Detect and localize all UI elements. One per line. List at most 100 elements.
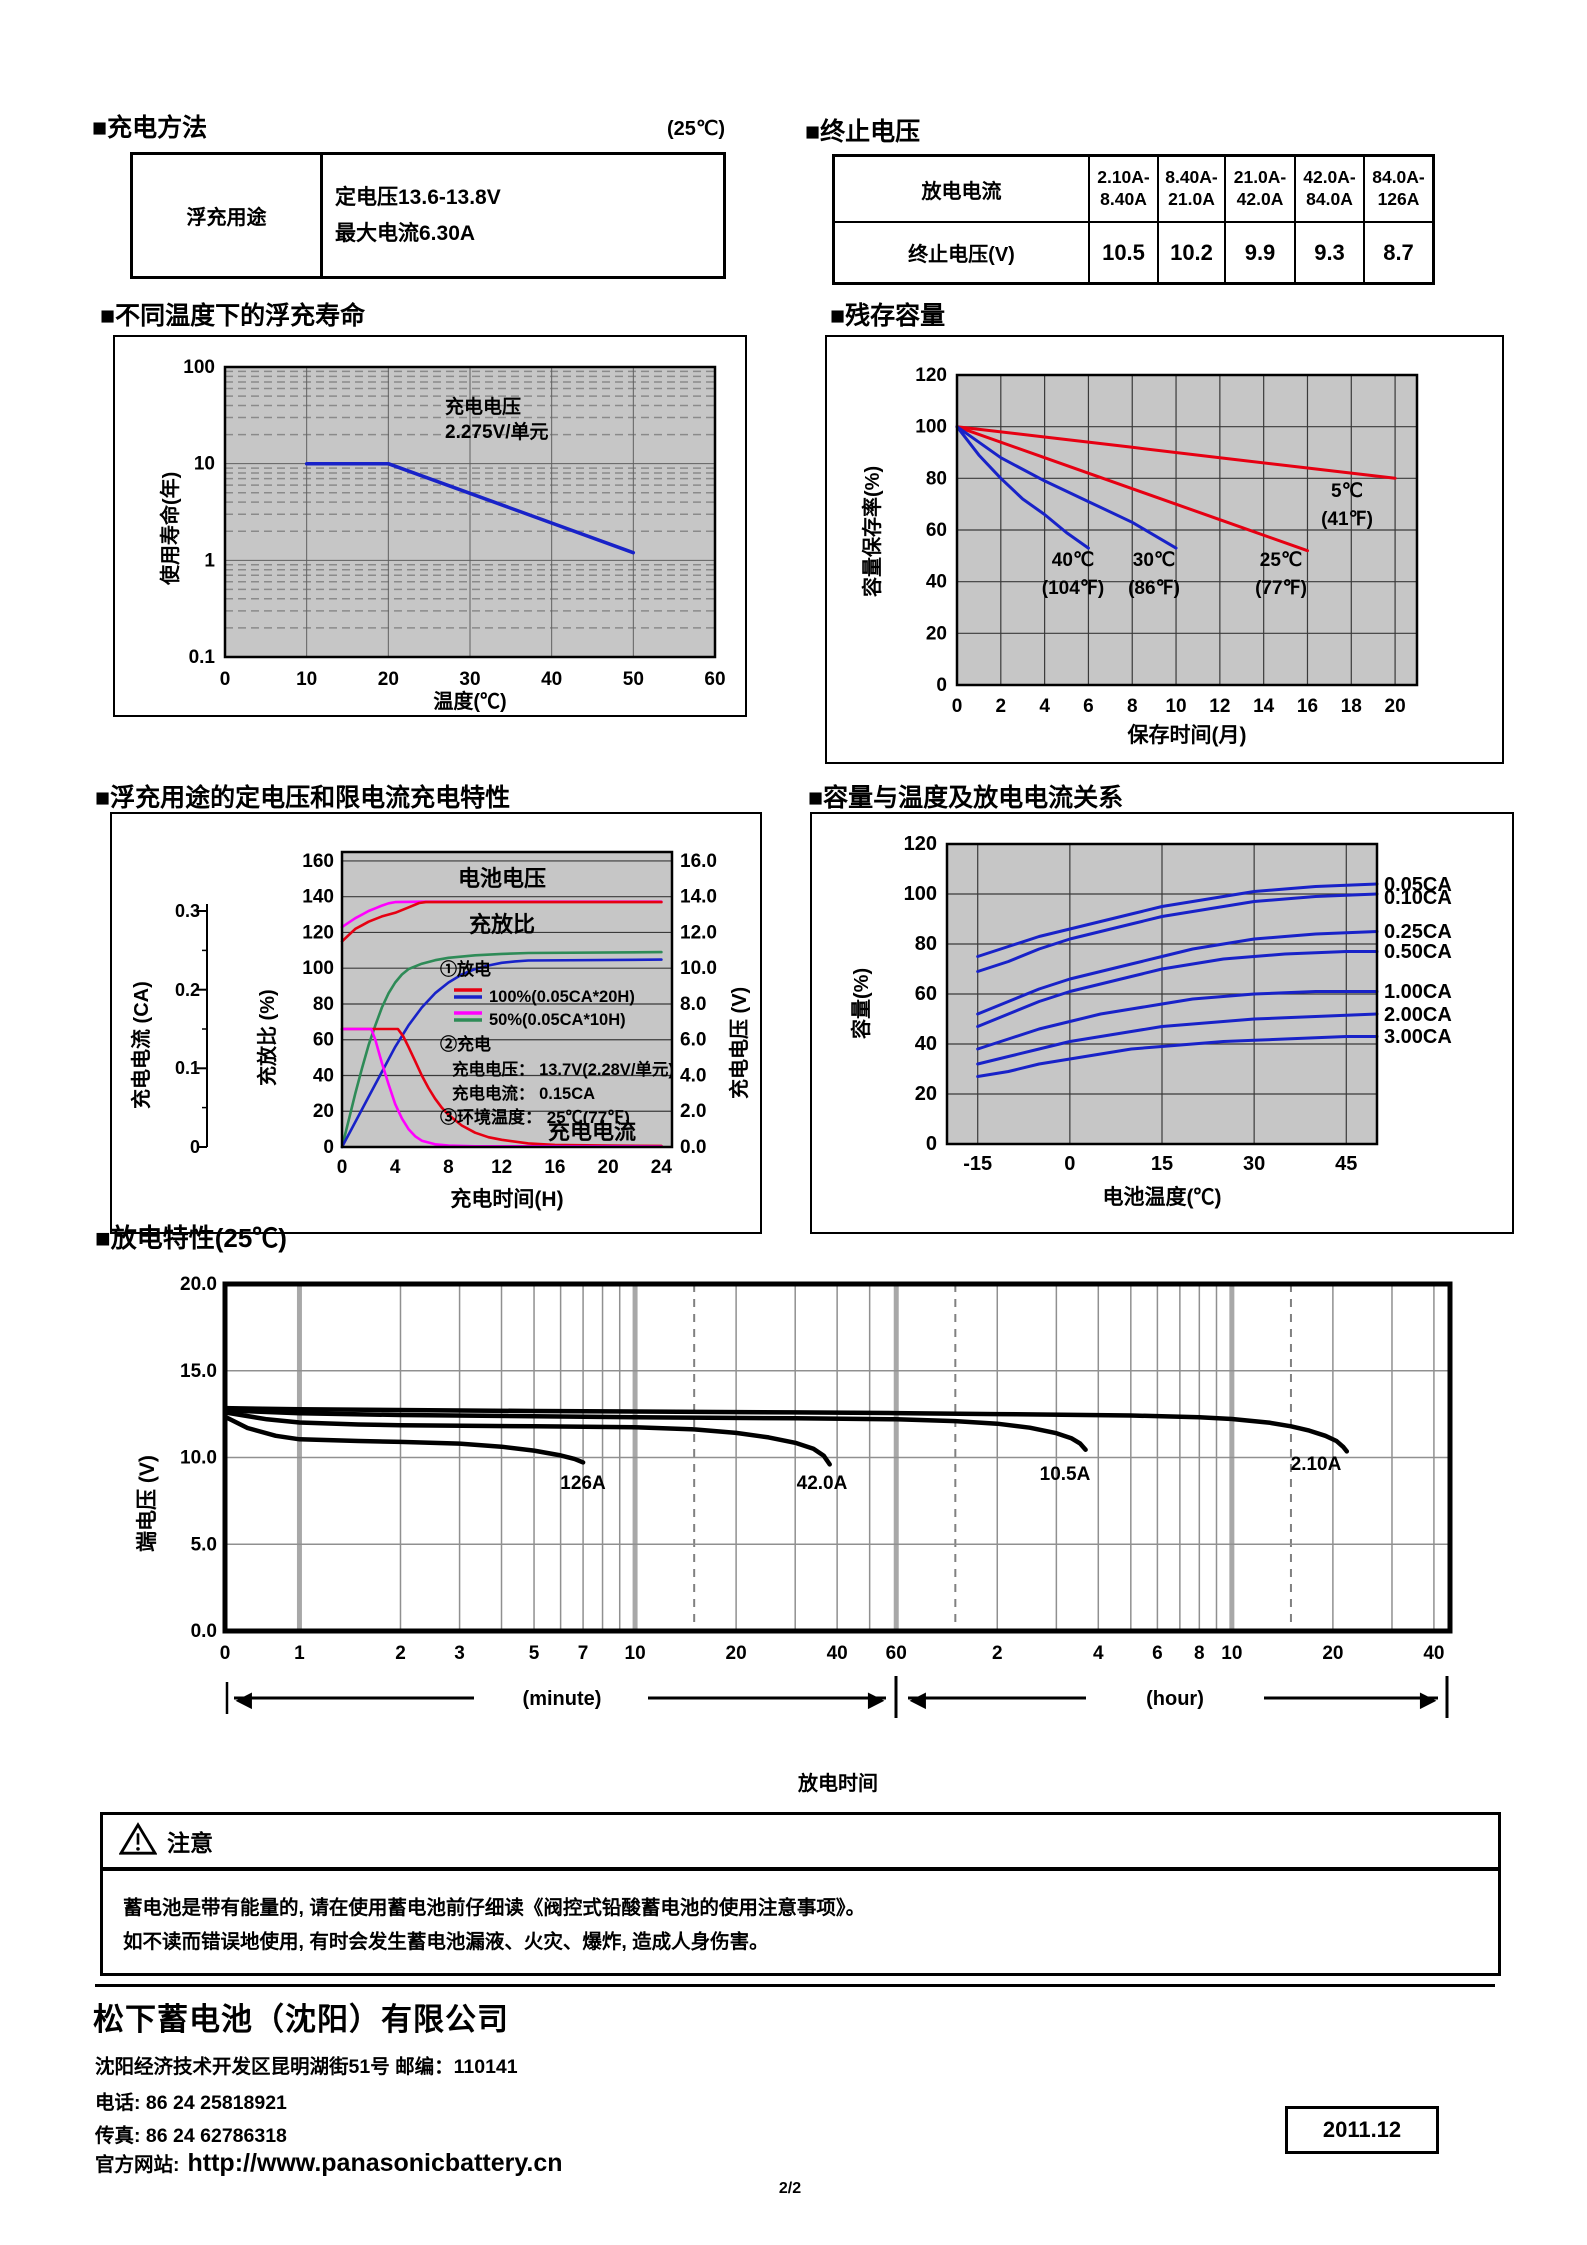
svg-text:20: 20: [726, 1643, 747, 1664]
svg-text:3.00CA: 3.00CA: [1384, 1026, 1452, 1048]
website-label: 官方网站:: [95, 2154, 180, 2176]
svg-text:10: 10: [296, 669, 317, 690]
svg-text:电池电压: 电池电压: [458, 866, 546, 891]
svg-text:0.1: 0.1: [189, 647, 216, 668]
svg-text:30: 30: [459, 669, 480, 690]
svg-text:0.05CA: 0.05CA: [1384, 874, 1452, 896]
svg-text:电池温度(℃): 电池温度(℃): [1103, 1185, 1222, 1209]
cutoff-value: 9.9: [1224, 221, 1294, 282]
svg-text:126A: 126A: [560, 1473, 606, 1494]
svg-text:80: 80: [926, 468, 947, 489]
svg-text:14: 14: [1253, 696, 1275, 717]
discharge-title: ■放电特性(25℃): [95, 1223, 287, 1253]
svg-text:80: 80: [915, 933, 937, 955]
svg-text:10.5A: 10.5A: [1040, 1464, 1091, 1485]
svg-text:120: 120: [302, 922, 334, 943]
svg-text:(41℉): (41℉): [1321, 509, 1373, 530]
svg-text:8: 8: [1194, 1643, 1205, 1664]
svg-text:8.0: 8.0: [680, 994, 706, 1015]
svg-text:45: 45: [1335, 1153, 1357, 1175]
cutoff-col-header: 8.40A- 21.0A: [1157, 157, 1224, 221]
svg-text:100: 100: [915, 417, 947, 438]
svg-text:100%(0.05CA*20H): 100%(0.05CA*20H): [489, 988, 635, 1006]
svg-text:18: 18: [1341, 696, 1362, 717]
svg-text:充电电流 (CA): 充电电流 (CA): [129, 981, 153, 1109]
svg-text:10: 10: [625, 1643, 646, 1664]
cutoff-current-label: 放电电流: [921, 180, 1002, 203]
svg-text:20: 20: [598, 1157, 619, 1178]
cutoff-value: 9.3: [1294, 221, 1363, 282]
svg-text:①放电: ①放电: [440, 959, 491, 979]
svg-text:0: 0: [926, 1133, 937, 1155]
svg-text:60: 60: [313, 1030, 334, 1051]
float-life-chart: 0 10 20 30 40 50 60 100 10 1 0.1 充电电压2.275V/单元使用寿命(…: [113, 335, 747, 717]
svg-text:30: 30: [1243, 1153, 1265, 1175]
svg-text:60: 60: [926, 520, 947, 541]
svg-text:(77℉): (77℉): [1255, 578, 1307, 599]
svg-text:-15: -15: [963, 1153, 992, 1175]
svg-text:14.0: 14.0: [680, 887, 717, 908]
svg-text:60: 60: [886, 1643, 907, 1664]
svg-text:25℃: 25℃: [1260, 550, 1302, 571]
svg-text:0.25CA: 0.25CA: [1384, 921, 1452, 943]
svg-text:80: 80: [313, 994, 334, 1015]
svg-text:20: 20: [915, 1083, 937, 1105]
charging-method-table: 浮充用途 定电压13.6-13.8V 最大电流6.30A: [130, 152, 726, 279]
svg-text:12: 12: [1209, 696, 1230, 717]
svg-text:充电电压： 13.7V(2.28V/单元): 充电电压： 13.7V(2.28V/单元): [452, 1059, 674, 1079]
caution-title: 注意: [167, 1830, 213, 1856]
company-website: 官方网站: http://www.panasonicbattery.cn: [95, 2148, 563, 2178]
svg-text:放电时间: 放电时间: [797, 1771, 878, 1795]
svg-text:40: 40: [827, 1643, 848, 1664]
svg-text:充电电压: 充电电压: [445, 395, 521, 418]
svg-text:6: 6: [1152, 1643, 1163, 1664]
svg-text:10.0: 10.0: [180, 1448, 217, 1469]
svg-text:12: 12: [491, 1157, 512, 1178]
svg-text:充电电流： 0.15CA: 充电电流： 0.15CA: [452, 1083, 595, 1103]
svg-text:42.0A: 42.0A: [797, 1473, 848, 1494]
website-url: http://www.panasonicbattery.cn: [187, 2149, 563, 2177]
svg-text:◀: ◀: [909, 1689, 926, 1711]
svg-text:4: 4: [1039, 696, 1050, 717]
charge-characteristics-title: ■浮充用途的定电压和限电流充电特性: [95, 784, 511, 812]
svg-text:40: 40: [926, 572, 947, 593]
svg-text:15.0: 15.0: [180, 1361, 217, 1382]
svg-text:15: 15: [1151, 1153, 1173, 1175]
charging-spec-cell: 定电压13.6-13.8V 最大电流6.30A: [320, 155, 723, 276]
svg-text:10: 10: [1221, 1643, 1242, 1664]
svg-text:10.0: 10.0: [680, 958, 717, 979]
svg-text:6: 6: [1083, 696, 1094, 717]
footer-divider: [95, 1984, 1495, 1987]
svg-text:容量保存率(%): 容量保存率(%): [860, 466, 884, 597]
svg-text:0.50CA: 0.50CA: [1384, 941, 1452, 963]
svg-text:0.0: 0.0: [191, 1621, 217, 1642]
svg-text:24: 24: [651, 1157, 673, 1178]
svg-text:1.00CA: 1.00CA: [1384, 981, 1452, 1003]
caution-line: 蓄电池是带有能量的, 请在使用蓄电池前仔细读《阀控式铅酸蓄电池的使用注意事项》。: [123, 1897, 866, 1919]
svg-text:充放比 (%): 充放比 (%): [255, 989, 279, 1086]
svg-text:0: 0: [936, 675, 947, 696]
svg-text:100: 100: [904, 883, 937, 905]
cutoff-value: 10.5: [1088, 221, 1157, 282]
svg-text:充电电压 (V): 充电电压 (V): [727, 987, 751, 1099]
svg-text:容量(%): 容量(%): [849, 968, 873, 1039]
svg-text:50: 50: [623, 669, 644, 690]
svg-text:0: 0: [220, 1643, 231, 1664]
svg-text:16: 16: [544, 1157, 565, 1178]
svg-text:120: 120: [915, 365, 947, 386]
svg-text:20: 20: [926, 623, 947, 644]
cutoff-value: 8.7: [1363, 221, 1432, 282]
svg-text:1: 1: [204, 550, 215, 571]
svg-text:5: 5: [529, 1643, 540, 1664]
svg-text:8: 8: [443, 1157, 454, 1178]
svg-text:0: 0: [190, 1137, 200, 1157]
svg-text:16: 16: [1297, 696, 1318, 717]
svg-text:2.10A: 2.10A: [1291, 1454, 1342, 1475]
svg-text:使用寿命(年): 使用寿命(年): [158, 472, 182, 586]
svg-text:0: 0: [220, 669, 231, 690]
cutoff-value: 10.2: [1157, 221, 1224, 282]
svg-text:30℃: 30℃: [1133, 550, 1175, 571]
svg-text:12.0: 12.0: [680, 922, 717, 943]
svg-text:16.0: 16.0: [680, 851, 717, 872]
svg-text:2: 2: [395, 1643, 406, 1664]
